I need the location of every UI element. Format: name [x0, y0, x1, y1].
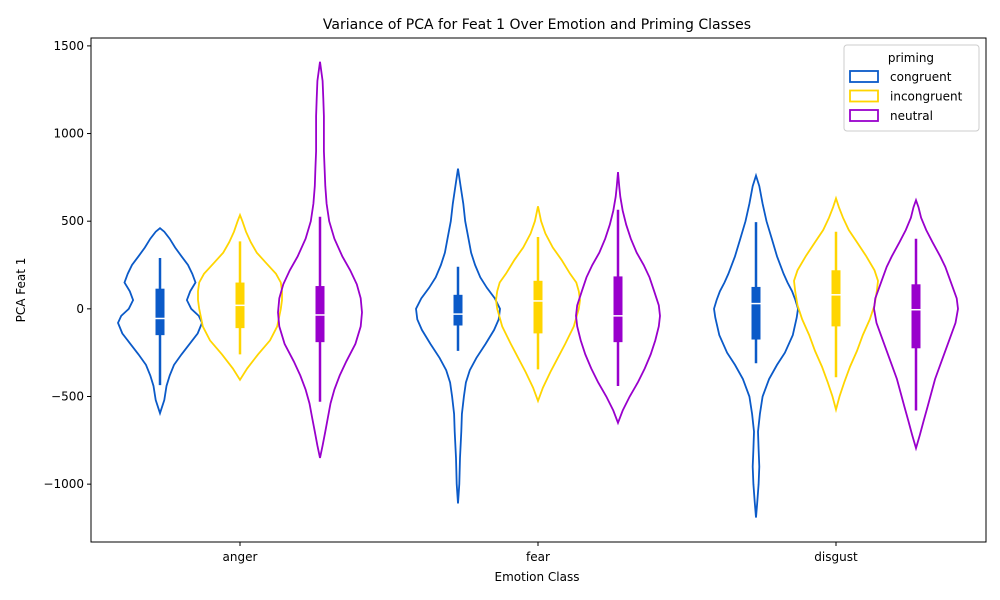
violin-neutral-anger — [277, 61, 363, 459]
y-axis: −1000 −500 0 500 1000 1500 — [43, 39, 91, 491]
iqr-box-neutral-fear — [613, 276, 623, 343]
y-tick-label: 1000 — [53, 127, 84, 141]
iqr-box-congruent-fear — [453, 294, 463, 326]
plot-area — [117, 61, 959, 518]
violin-congruent-disgust — [713, 172, 799, 518]
chart-title: Variance of PCA for Feat 1 Over Emotion … — [323, 17, 751, 33]
violin-neutral-disgust — [873, 197, 959, 452]
iqr-box-congruent-disgust — [751, 286, 761, 340]
x-tick-label: disgust — [814, 550, 858, 564]
legend-label-congruent: congruent — [890, 70, 952, 84]
iqr-box-incongruent-disgust — [831, 270, 841, 327]
y-tick-label: 0 — [76, 302, 84, 316]
violin-incongruent-fear — [495, 206, 581, 404]
y-axis-label: PCA Feat 1 — [14, 258, 28, 323]
violin-incongruent-anger — [197, 212, 283, 382]
legend: priming congruent incongruent neutral — [843, 44, 980, 132]
iqr-box-incongruent-fear — [533, 280, 543, 334]
x-tick-label: fear — [526, 550, 550, 564]
legend-swatch-incongruent — [849, 89, 879, 103]
x-axis: anger fear disgust — [223, 542, 858, 564]
y-tick-label: −500 — [51, 389, 84, 403]
legend-swatch-neutral — [849, 109, 879, 122]
x-tick-label: anger — [223, 550, 258, 564]
violin-incongruent-disgust — [793, 195, 879, 414]
legend-title: priming — [888, 51, 934, 65]
iqr-box-congruent-anger — [155, 288, 165, 336]
violin-congruent-fear — [415, 168, 501, 504]
iqr-box-neutral-anger — [315, 286, 325, 343]
legend-label-neutral: neutral — [890, 109, 933, 123]
violin-congruent-anger — [117, 227, 203, 417]
y-tick-label: 500 — [61, 214, 84, 228]
y-tick-label: 1500 — [53, 39, 84, 53]
legend-label-incongruent: incongruent — [890, 90, 963, 104]
violin-neutral-fear — [575, 172, 661, 426]
y-tick-label: −1000 — [43, 477, 84, 491]
x-axis-label: Emotion Class — [495, 570, 580, 584]
iqr-box-neutral-disgust — [911, 284, 921, 349]
legend-swatch-congruent — [849, 70, 879, 83]
